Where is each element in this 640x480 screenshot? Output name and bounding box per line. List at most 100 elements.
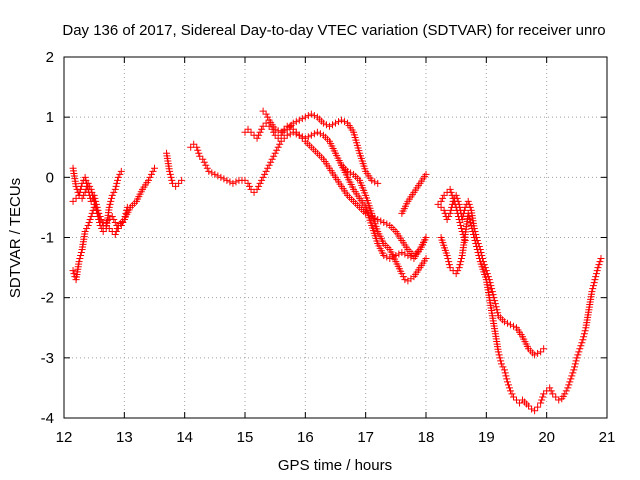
data-point — [261, 170, 269, 178]
data-point — [473, 246, 481, 254]
data-point — [540, 345, 548, 353]
data-point — [495, 351, 503, 359]
chart-title: Day 136 of 2017, Sidereal Day-to-day VTE… — [62, 22, 605, 39]
data-point — [313, 128, 321, 136]
data-point — [465, 200, 473, 208]
data-point — [77, 249, 85, 257]
data-point — [467, 221, 475, 229]
data-point — [114, 224, 122, 232]
data-point — [286, 122, 294, 130]
data-point — [513, 396, 520, 404]
data-point — [262, 119, 270, 127]
data-point — [270, 152, 278, 160]
x-tick-label: 20 — [538, 429, 555, 446]
x-tick-label: 16 — [297, 429, 314, 446]
data-point — [338, 116, 346, 124]
data-point — [500, 366, 508, 374]
x-tick-label: 15 — [237, 429, 254, 446]
y-tick-label: -4 — [41, 410, 54, 427]
data-point — [488, 285, 496, 293]
data-point — [458, 227, 466, 235]
data-point — [596, 258, 604, 266]
data-point — [589, 282, 597, 290]
data-point — [593, 267, 601, 275]
data-point — [113, 179, 121, 187]
y-tick-label: -3 — [41, 350, 54, 367]
data-point — [93, 209, 101, 217]
series-track-b — [69, 203, 131, 284]
data-point — [84, 179, 92, 187]
data-point — [580, 333, 588, 341]
data-point — [540, 390, 548, 398]
data-point — [166, 167, 174, 175]
data-point — [253, 134, 261, 142]
data-point — [194, 146, 202, 154]
data-point — [175, 179, 183, 187]
data-point — [447, 206, 455, 214]
x-axis-label: GPS time / hours — [278, 457, 392, 474]
data-point — [434, 200, 442, 208]
data-point — [374, 179, 382, 187]
data-point — [95, 218, 103, 226]
data-point — [110, 188, 118, 196]
data-point — [472, 240, 480, 248]
data-point — [465, 212, 473, 220]
data-point — [332, 119, 339, 127]
data-point — [169, 179, 177, 187]
data-point — [91, 200, 99, 208]
data-point — [277, 137, 285, 145]
data-point — [114, 173, 122, 181]
x-tick-label: 19 — [478, 429, 495, 446]
data-point — [537, 348, 545, 356]
data-point — [95, 215, 103, 223]
y-axis-label: SDTVAR / TECUs — [7, 178, 24, 298]
data-point — [75, 258, 83, 266]
data-point — [146, 173, 154, 181]
data-point — [149, 167, 157, 175]
data-point — [205, 167, 213, 175]
data-point — [276, 140, 284, 148]
data-point — [440, 206, 448, 214]
data-point — [301, 113, 309, 121]
data-point — [123, 206, 131, 214]
data-point — [505, 384, 513, 392]
data-point — [464, 209, 472, 217]
data-point — [116, 170, 124, 178]
data-point — [383, 220, 391, 228]
data-point — [446, 264, 454, 272]
data-points — [69, 107, 605, 415]
data-point — [539, 393, 547, 401]
x-tick-label: 17 — [357, 429, 374, 446]
data-point — [446, 185, 454, 193]
data-point — [452, 203, 460, 211]
data-point — [562, 387, 570, 395]
data-point — [401, 276, 409, 284]
data-point — [112, 182, 120, 190]
data-point — [457, 258, 465, 266]
data-point — [166, 170, 174, 178]
data-point — [229, 179, 237, 187]
data-point — [509, 322, 517, 330]
data-point — [565, 381, 573, 389]
data-point — [456, 261, 464, 269]
data-point — [122, 209, 130, 217]
data-point — [460, 234, 468, 241]
data-point — [466, 215, 474, 223]
data-point — [76, 255, 84, 263]
data-point — [244, 125, 252, 133]
series-track-i — [398, 170, 430, 217]
data-point — [147, 170, 155, 178]
data-point — [265, 161, 273, 169]
data-point — [344, 167, 352, 175]
data-point — [72, 194, 80, 202]
data-point — [455, 264, 463, 272]
data-point — [496, 354, 504, 362]
data-point — [476, 255, 484, 263]
x-tick-label: 14 — [176, 429, 193, 446]
series-track-c — [69, 167, 125, 235]
data-point — [87, 185, 95, 193]
data-point — [440, 191, 448, 199]
data-point — [226, 178, 234, 186]
data-point — [457, 224, 465, 232]
data-point — [111, 230, 119, 238]
